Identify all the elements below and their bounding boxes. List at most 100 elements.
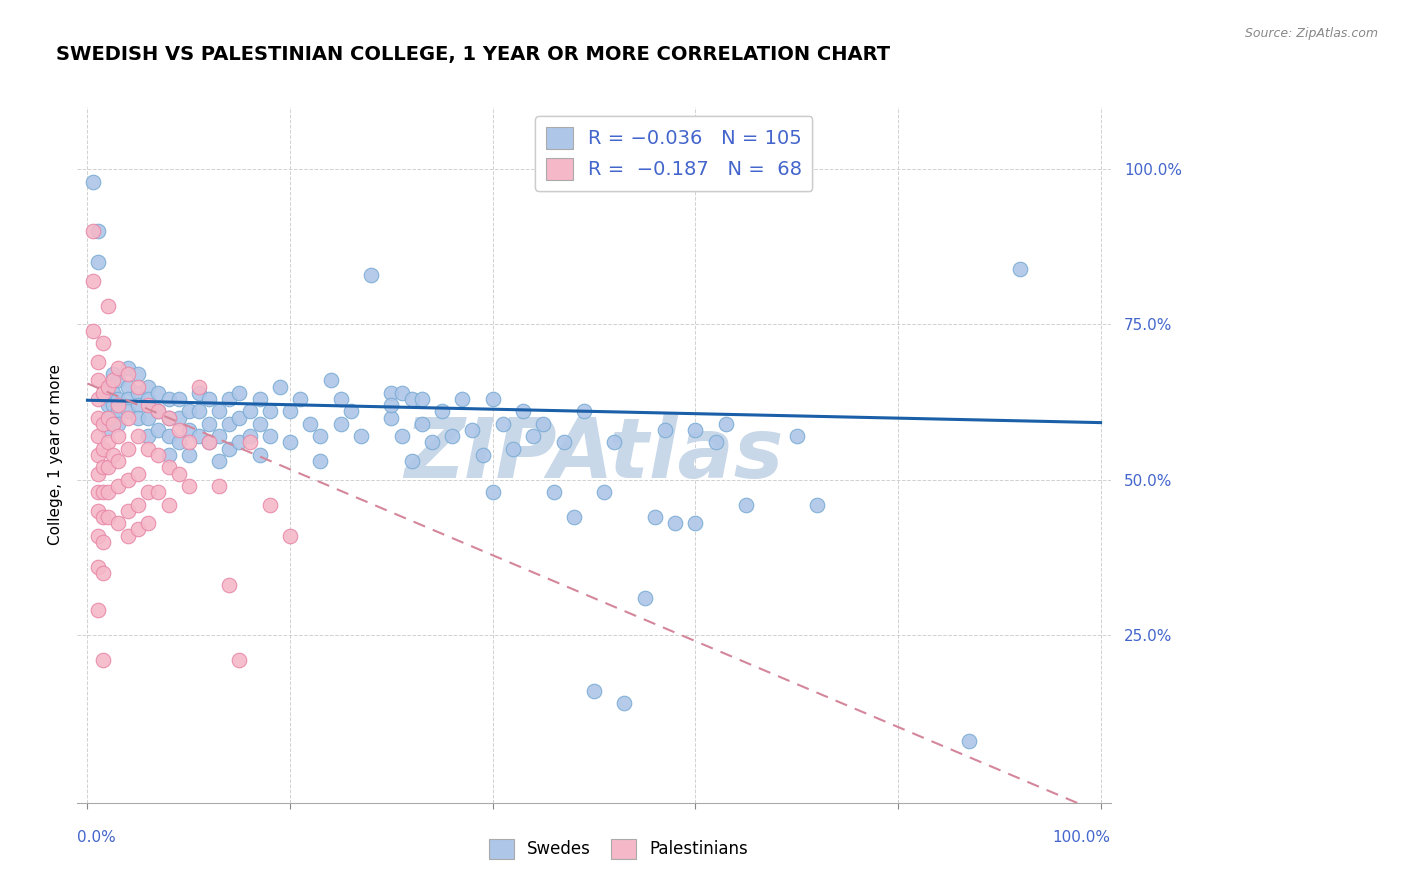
Text: ZIPAtlas: ZIPAtlas — [405, 415, 783, 495]
Point — [208, 454, 231, 468]
Point — [259, 429, 281, 443]
Point — [127, 429, 149, 443]
Point — [148, 423, 170, 437]
Point — [86, 529, 108, 543]
Point — [86, 504, 108, 518]
Point — [86, 603, 108, 617]
Point — [278, 529, 301, 543]
Point — [380, 410, 402, 425]
Point — [167, 467, 190, 481]
Point — [411, 417, 433, 431]
Point — [86, 392, 108, 406]
Point — [380, 398, 402, 412]
Point — [91, 485, 114, 500]
Point — [97, 410, 120, 425]
Point — [117, 410, 139, 425]
Point — [269, 379, 291, 393]
Point — [148, 404, 170, 418]
Point — [177, 404, 200, 418]
Point — [91, 442, 114, 456]
Point — [644, 510, 666, 524]
Point — [157, 498, 180, 512]
Point — [107, 479, 129, 493]
Point — [786, 429, 808, 443]
Point — [148, 485, 170, 500]
Point — [127, 498, 149, 512]
Point — [441, 429, 464, 443]
Point — [613, 697, 636, 711]
Point — [228, 410, 250, 425]
Point — [502, 442, 524, 456]
Legend: R = −0.036   N = 105, R =  −0.187   N =  68: R = −0.036 N = 105, R = −0.187 N = 68 — [536, 116, 813, 191]
Point — [157, 392, 180, 406]
Point — [167, 423, 190, 437]
Point — [117, 367, 139, 381]
Point — [136, 516, 159, 531]
Point — [86, 355, 108, 369]
Point — [218, 578, 240, 592]
Point — [177, 448, 200, 462]
Point — [136, 398, 159, 412]
Point — [97, 392, 120, 406]
Point — [107, 373, 129, 387]
Point — [148, 404, 170, 418]
Point — [319, 373, 342, 387]
Point — [107, 361, 129, 376]
Point — [461, 423, 484, 437]
Point — [101, 398, 124, 412]
Point — [157, 460, 180, 475]
Point — [278, 404, 301, 418]
Point — [117, 361, 139, 376]
Point — [249, 417, 271, 431]
Point — [177, 479, 200, 493]
Point — [86, 448, 108, 462]
Point — [148, 448, 170, 462]
Point — [157, 448, 180, 462]
Point — [82, 274, 104, 288]
Point — [157, 410, 180, 425]
Point — [97, 510, 120, 524]
Point — [198, 417, 221, 431]
Point — [101, 417, 124, 431]
Point — [127, 410, 149, 425]
Point — [187, 429, 209, 443]
Point — [806, 498, 828, 512]
Point — [553, 435, 575, 450]
Point — [86, 410, 108, 425]
Point — [218, 392, 240, 406]
Point — [86, 467, 108, 481]
Point — [82, 224, 104, 238]
Point — [451, 392, 474, 406]
Point — [177, 435, 200, 450]
Point — [177, 423, 200, 437]
Point — [603, 435, 626, 450]
Point — [259, 404, 281, 418]
Point — [208, 479, 231, 493]
Point — [86, 429, 108, 443]
Point — [420, 435, 443, 450]
Point — [127, 467, 149, 481]
Point — [360, 268, 382, 282]
Text: 0.0%: 0.0% — [77, 830, 117, 845]
Point — [107, 398, 129, 412]
Point — [117, 473, 139, 487]
Point — [562, 510, 585, 524]
Point — [117, 404, 139, 418]
Point — [117, 442, 139, 456]
Point — [411, 392, 433, 406]
Point — [218, 442, 240, 456]
Point — [187, 379, 209, 393]
Point — [117, 379, 139, 393]
Point — [107, 516, 129, 531]
Point — [97, 485, 120, 500]
Point — [198, 435, 221, 450]
Point — [350, 429, 373, 443]
Point — [187, 385, 209, 400]
Point — [91, 460, 114, 475]
Point — [249, 392, 271, 406]
Point — [329, 417, 352, 431]
Point — [167, 435, 190, 450]
Point — [228, 385, 250, 400]
Point — [91, 417, 114, 431]
Point — [543, 485, 565, 500]
